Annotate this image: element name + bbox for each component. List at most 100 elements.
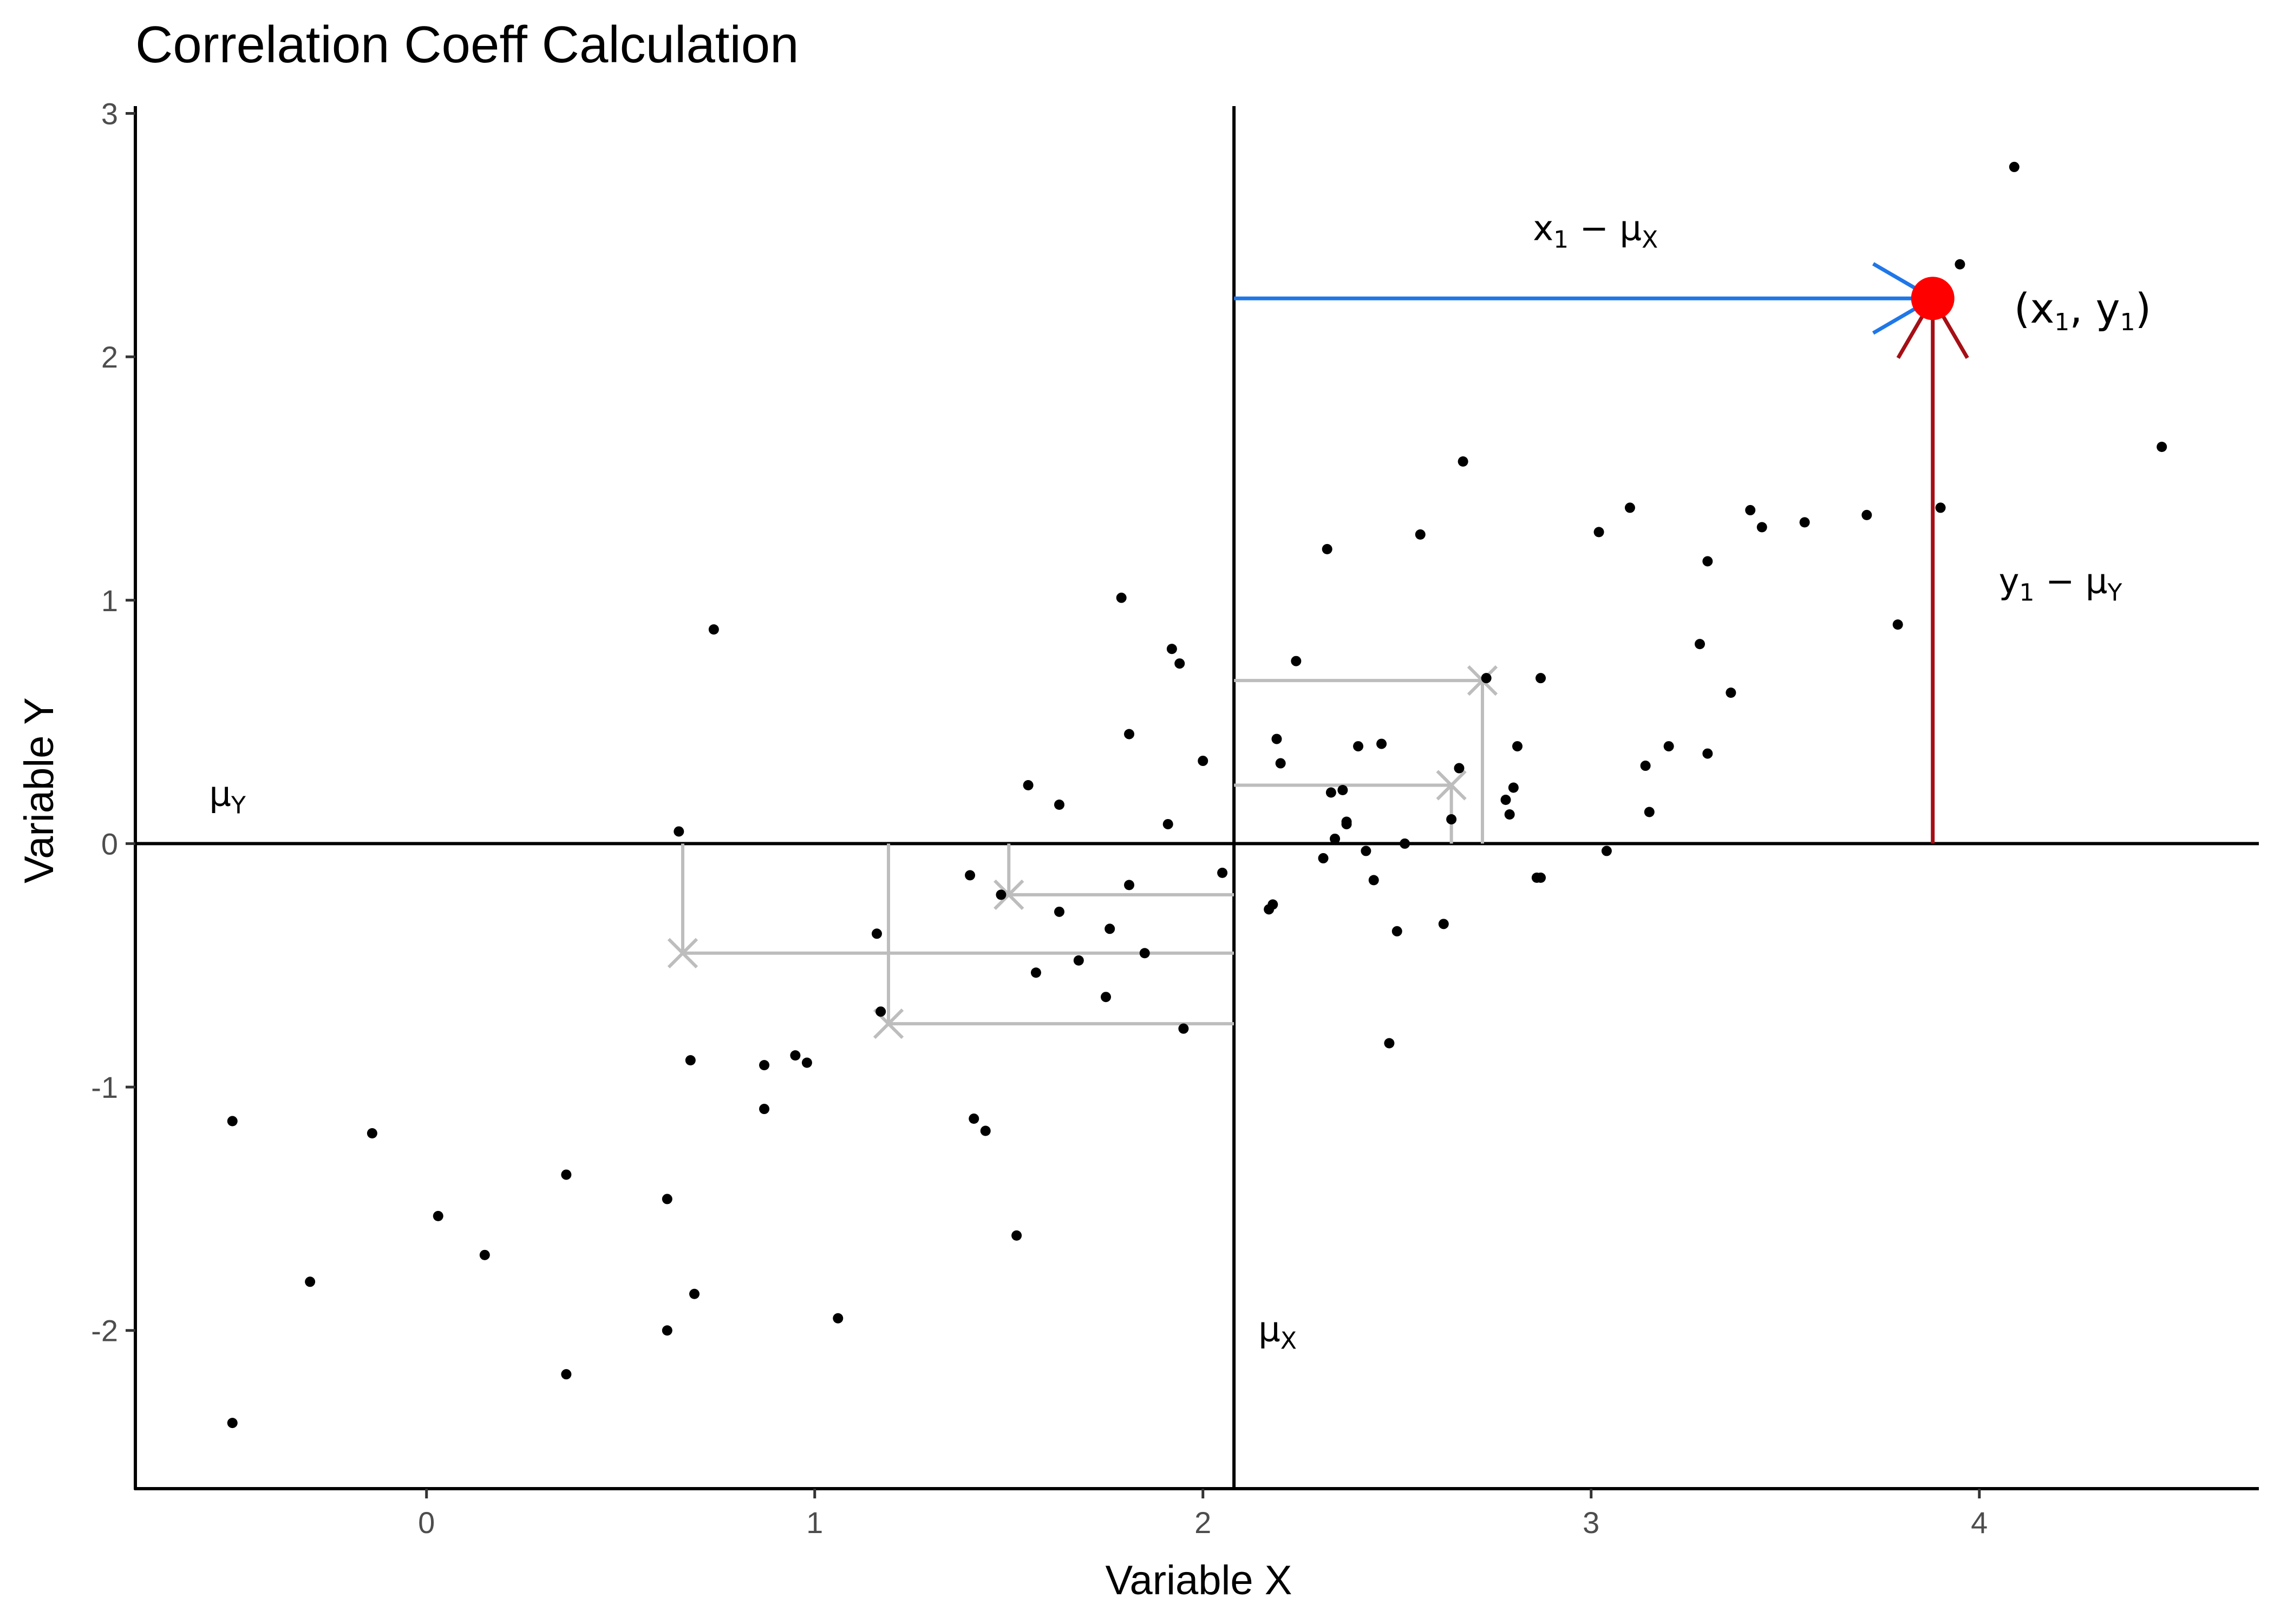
- label-part: , y: [2069, 284, 2120, 332]
- data-point: [996, 889, 1007, 900]
- data-point: [1695, 639, 1706, 650]
- data-point: [980, 1125, 991, 1136]
- data-point: [1267, 899, 1278, 910]
- data-point: [1663, 741, 1674, 752]
- data-point: [1162, 818, 1173, 829]
- data-point: [1756, 522, 1767, 533]
- data-point: [1535, 872, 1546, 883]
- data-point: [759, 1104, 770, 1115]
- data-point: [1624, 502, 1635, 513]
- data-point: [1500, 794, 1511, 805]
- data-point: [1116, 592, 1127, 603]
- y-tick-label: 3: [101, 96, 118, 130]
- data-point: [1101, 992, 1112, 1003]
- label-part: x: [1533, 208, 1553, 248]
- data-point: [1198, 756, 1208, 767]
- x-axis-title: Variable X: [1105, 1557, 1292, 1603]
- data-point: [689, 1288, 700, 1299]
- data-point: [1174, 658, 1185, 669]
- data-point: [965, 870, 976, 881]
- data-point: [1438, 919, 1449, 929]
- data-point: [1454, 763, 1465, 774]
- data-point: [662, 1194, 672, 1204]
- data-point: [227, 1116, 238, 1127]
- data-point: [1400, 838, 1410, 849]
- data-point: [1391, 926, 1402, 937]
- label-part: y: [1999, 561, 2020, 601]
- data-point: [1799, 517, 1810, 528]
- data-point: [1415, 529, 1426, 540]
- data-point: [685, 1055, 696, 1066]
- data-point: [790, 1050, 801, 1061]
- data-point: [674, 826, 684, 837]
- data-point: [1458, 456, 1468, 467]
- label-subscript: 1: [2019, 579, 2034, 606]
- label-part: μ: [209, 774, 231, 814]
- data-point: [759, 1060, 770, 1071]
- y-tick-label: 2: [101, 340, 118, 374]
- chart-title: Correlation Coeff Calculation: [135, 16, 799, 74]
- data-point: [1011, 1230, 1022, 1241]
- data-point: [1361, 846, 1371, 856]
- data-point: [1368, 875, 1379, 886]
- data-point: [1217, 867, 1228, 878]
- x-tick-label: 1: [806, 1505, 823, 1540]
- data-point: [1330, 833, 1341, 844]
- data-point: [1512, 741, 1523, 752]
- data-point: [1073, 955, 1084, 966]
- example-x-marker: [667, 938, 698, 968]
- data-point: [1030, 967, 1041, 978]
- data-point: [1384, 1038, 1395, 1049]
- data-point: [969, 1114, 979, 1124]
- y-tick-label: 0: [101, 827, 118, 861]
- data-point: [1702, 748, 1713, 759]
- label-part: μ: [1258, 1310, 1280, 1350]
- data-point: [1593, 527, 1604, 538]
- data-point: [1275, 758, 1286, 769]
- data-point: [1353, 741, 1364, 752]
- data-point: [1726, 687, 1736, 698]
- data-point: [2157, 442, 2167, 453]
- data-point: [1318, 853, 1329, 863]
- data-point: [479, 1249, 490, 1260]
- x-tick-label: 4: [1971, 1505, 1988, 1540]
- data-point: [1535, 673, 1546, 684]
- data-point: [1935, 502, 1946, 513]
- data-point: [801, 1057, 812, 1068]
- label-part: − μ: [1569, 208, 1642, 248]
- label-subscript: Y: [2107, 579, 2122, 606]
- data-point: [1508, 782, 1519, 793]
- y-deviation-label: y1 − μY: [1999, 561, 2122, 606]
- data-point: [662, 1325, 672, 1336]
- x-tick-label: 2: [1194, 1505, 1211, 1540]
- data-point: [1640, 761, 1651, 771]
- data-point: [1322, 543, 1332, 554]
- label-part: ): [2135, 284, 2152, 332]
- data-point: [875, 1006, 886, 1017]
- data-point: [1446, 814, 1457, 824]
- data-point: [367, 1128, 377, 1139]
- label-part: (x: [2014, 284, 2055, 332]
- data-point: [1644, 807, 1655, 817]
- y-tick-label: -2: [91, 1314, 118, 1348]
- example-x-marker: [1436, 770, 1467, 801]
- data-point: [1376, 738, 1387, 749]
- label-subscript: X: [1642, 226, 1658, 253]
- data-point: [1166, 644, 1177, 654]
- data-point: [433, 1210, 443, 1221]
- mu-x-label: μX: [1258, 1310, 1297, 1355]
- data-point: [1105, 924, 1115, 934]
- data-point: [1054, 799, 1064, 810]
- label-subscript: 1: [2120, 309, 2135, 336]
- data-point: [1139, 948, 1150, 959]
- data-point: [1271, 734, 1282, 744]
- data-point: [1892, 619, 1903, 630]
- x-tick-label: 0: [418, 1505, 435, 1540]
- data-point: [1504, 809, 1515, 820]
- data-point: [2009, 161, 2020, 172]
- mu-y-label: μY: [209, 774, 246, 819]
- data-point: [1023, 780, 1034, 791]
- data-point: [1124, 880, 1135, 890]
